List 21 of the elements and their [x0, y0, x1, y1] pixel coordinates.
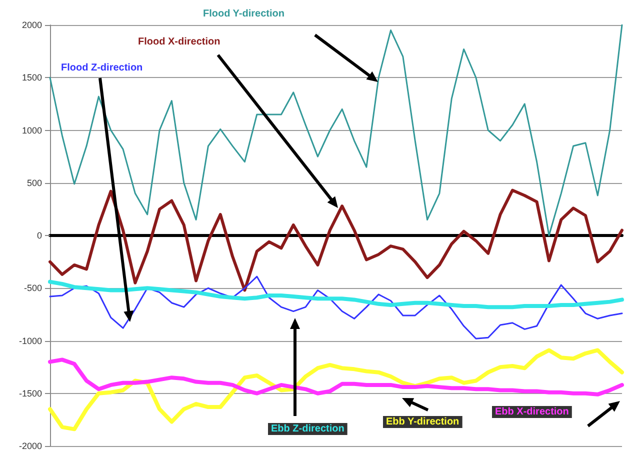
- line-series: [49, 24, 623, 236]
- line-series: [48, 358, 624, 396]
- y-tick-label: -2000: [18, 441, 42, 451]
- text: Flood Y-direction: [203, 8, 284, 20]
- y-tick-label: 1500: [22, 72, 42, 83]
- line-series: [48, 188, 624, 292]
- y-tick-label: 2000: [22, 20, 42, 30]
- line-series: [48, 348, 624, 432]
- series-label: Ebb X-direction: [495, 406, 569, 418]
- y-tick-label: -1000: [18, 336, 42, 346]
- line-series: [49, 276, 623, 340]
- line-series: [48, 280, 624, 310]
- y-tick-label: 500: [26, 178, 42, 188]
- text: Flood X-direction: [138, 36, 220, 48]
- y-tick-label: -500: [24, 283, 42, 294]
- text: Flood Z-direction: [61, 62, 143, 74]
- y-tick-label: 0: [36, 230, 42, 240]
- y-tick-label: 1000: [22, 125, 42, 136]
- y-tick-label: -1500: [18, 388, 42, 398]
- text: Ebb Y-direction: [386, 416, 460, 428]
- text: Ebb Z-direction: [271, 424, 344, 434]
